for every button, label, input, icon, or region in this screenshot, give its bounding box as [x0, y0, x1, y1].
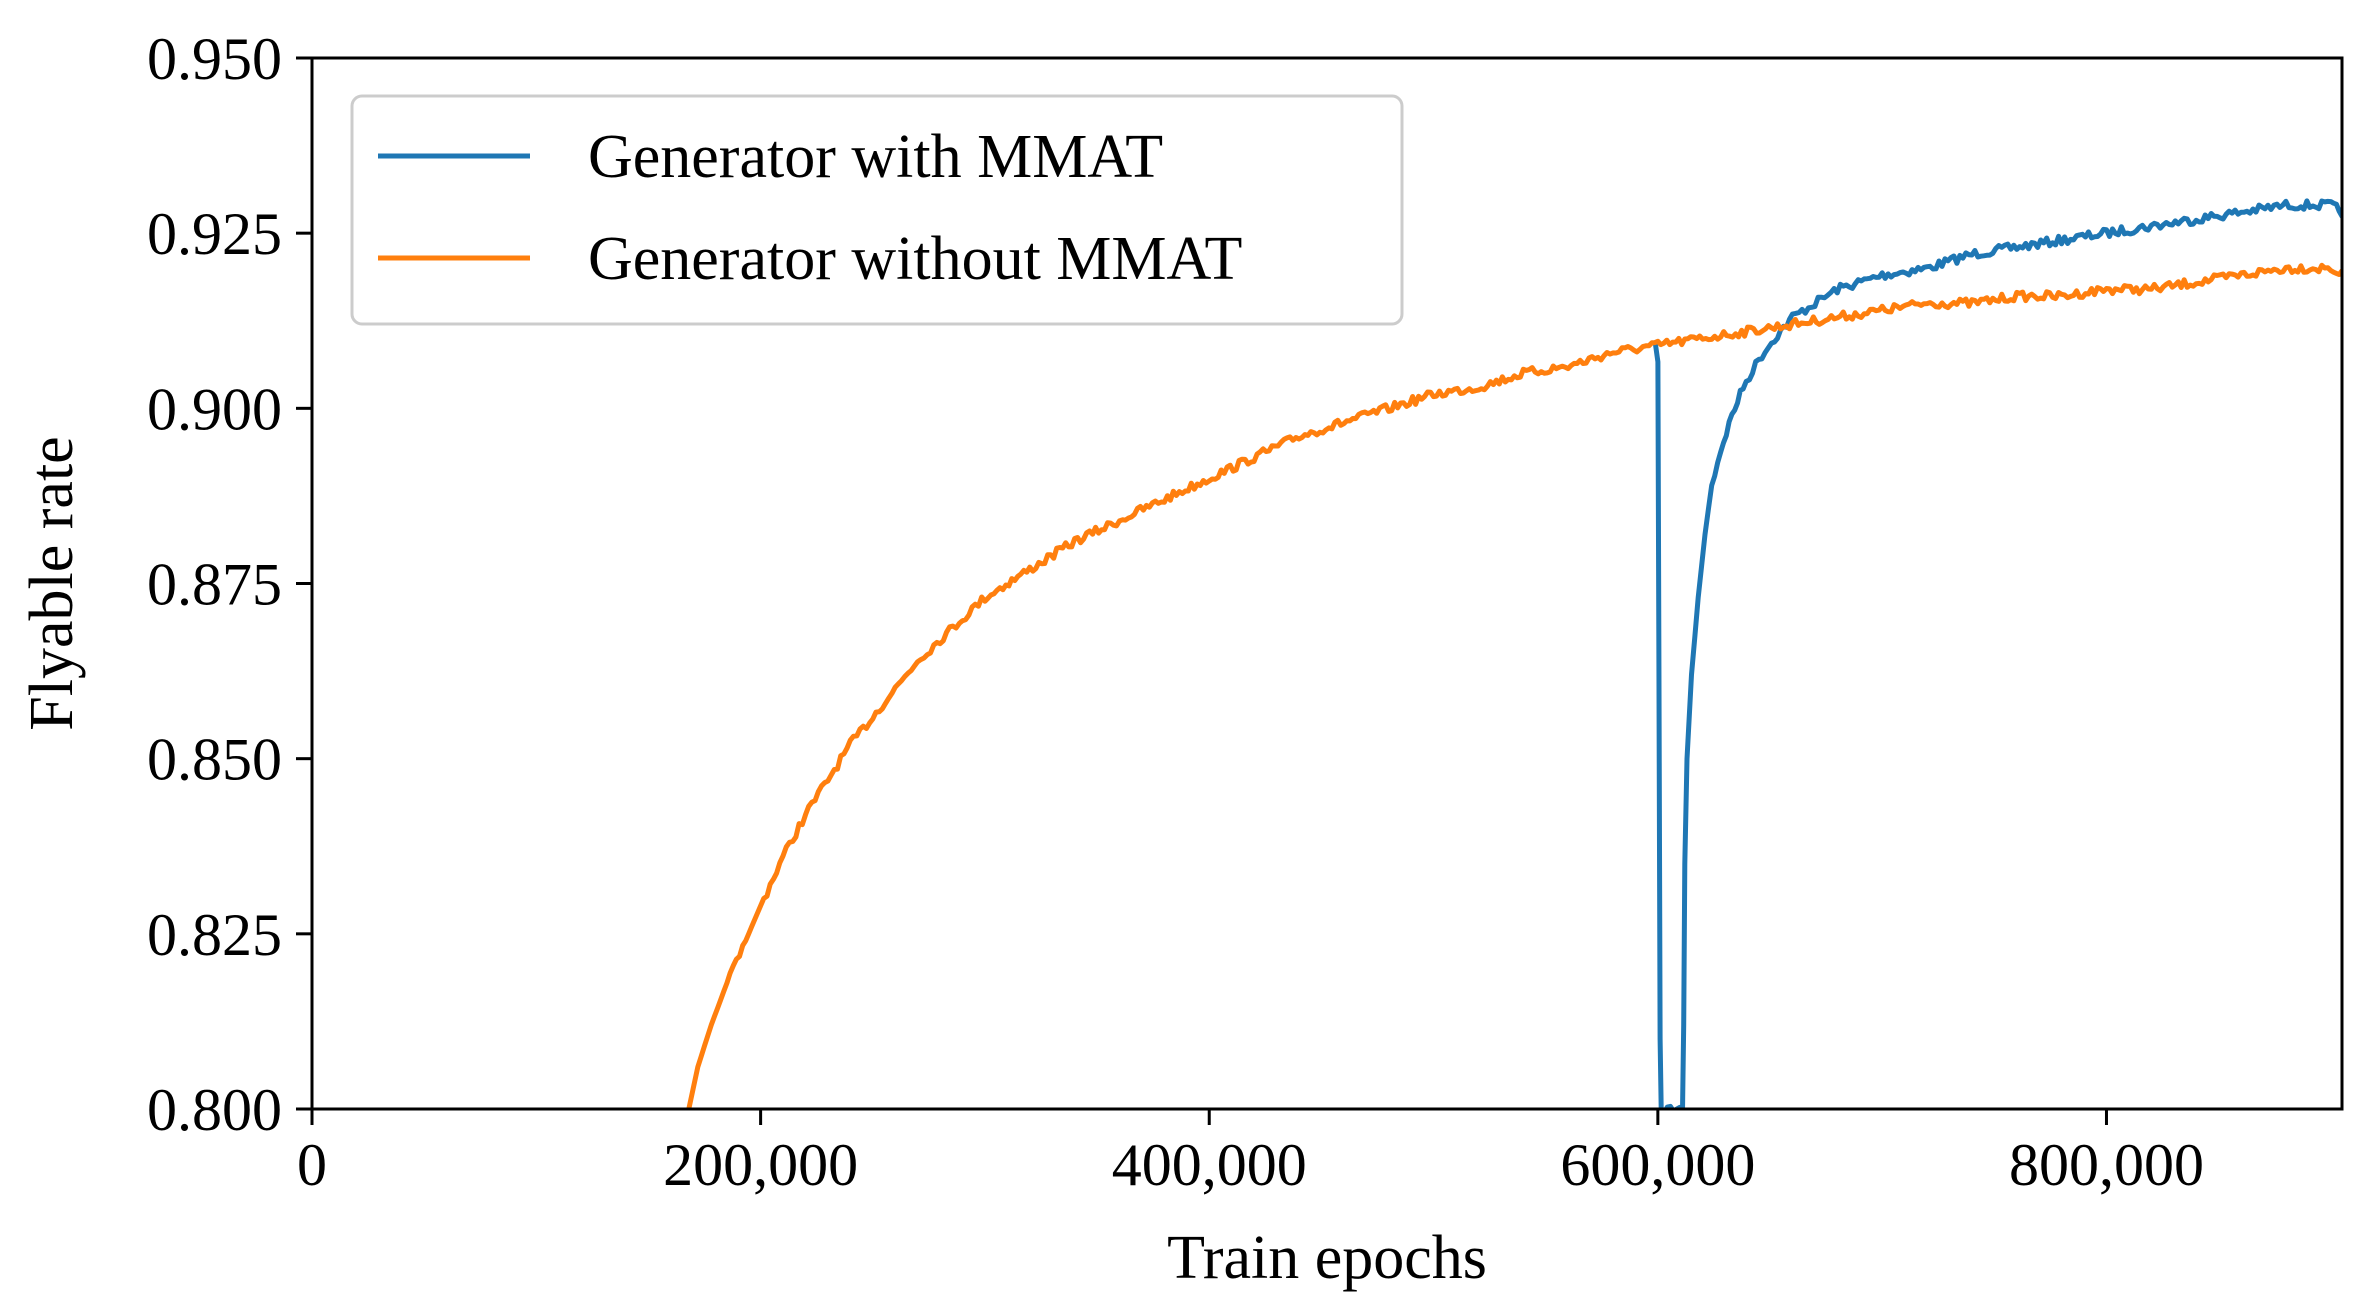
y-axis: 0.800 0.825 0.850 0.875 0.900 0.925 0.950 [147, 26, 312, 1143]
x-tick-label: 800,000 [2009, 1132, 2204, 1198]
y-axis-title: Flyable rate [18, 436, 86, 730]
legend-label-2: Generator without MMAT [588, 225, 1242, 293]
series-line-1 [1653, 198, 2342, 1109]
series-layer [686, 198, 2342, 1109]
x-tick-label: 400,000 [1112, 1132, 1307, 1198]
y-tick-label: 0.800 [147, 1077, 282, 1143]
x-axis: 0 200,000 400,000 600,000 800,000 [297, 1109, 2204, 1198]
x-tick-label: 200,000 [663, 1132, 858, 1198]
y-tick-label: 0.900 [147, 376, 282, 442]
legend-box [350, 94, 1404, 326]
series-line-2 [686, 262, 2342, 1109]
legend-label-1: Generator with MMAT [588, 123, 1163, 191]
y-tick-label: 0.925 [147, 201, 282, 267]
legend: Generator with MMAT Generator without MMA… [350, 94, 1404, 326]
x-axis-title: Train epochs [1167, 1224, 1487, 1292]
y-tick-label: 0.850 [147, 727, 282, 793]
y-tick-label: 0.825 [147, 902, 282, 968]
x-tick-label: 0 [297, 1132, 327, 1198]
x-tick-label: 600,000 [1560, 1132, 1755, 1198]
y-tick-label: 0.875 [147, 552, 282, 618]
y-tick-label: 0.950 [147, 26, 282, 92]
